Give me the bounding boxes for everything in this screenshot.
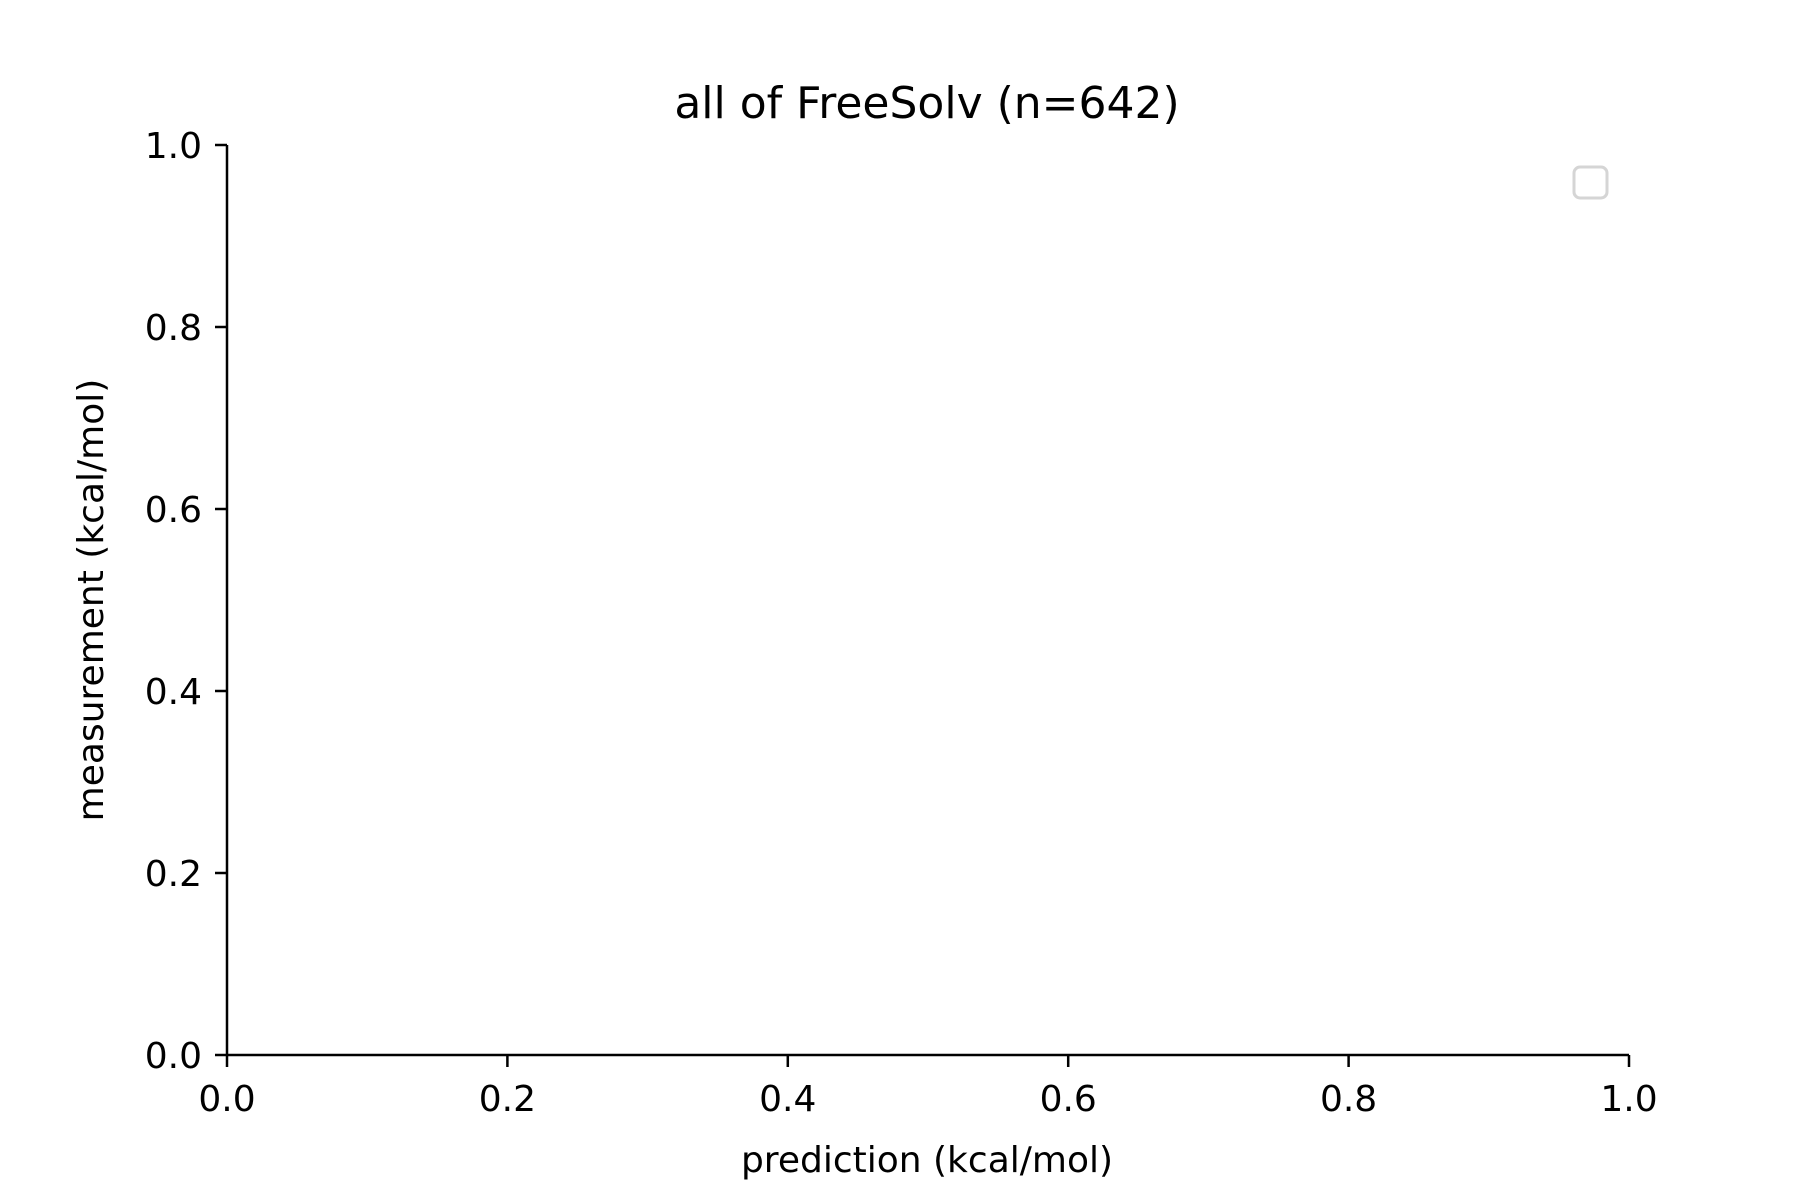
y-tick-label: 0.8	[145, 308, 202, 349]
y-tick-label: 0.0	[145, 1036, 202, 1077]
y-tick-label: 1.0	[145, 126, 202, 167]
y-tick-label: 0.6	[145, 490, 202, 531]
y-tick-label: 0.4	[145, 672, 202, 713]
x-tick-label: 0.6	[1040, 1079, 1097, 1120]
y-tick-label: 0.2	[145, 854, 202, 895]
x-tick-label: 0.8	[1320, 1079, 1377, 1120]
x-axis-label: prediction (kcal/mol)	[741, 1140, 1113, 1181]
x-tick-label: 0.2	[479, 1079, 536, 1120]
chart-title: all of FreeSolv (n=642)	[674, 78, 1179, 129]
x-tick-label: 0.4	[759, 1079, 816, 1120]
y-axis-label: measurement (kcal/mol)	[71, 379, 112, 822]
y-axis: 0.0 0.2 0.4 0.6 0.8 1.0	[145, 126, 229, 1077]
x-tick-label: 0.0	[198, 1079, 255, 1120]
x-tick-label: 1.0	[1600, 1079, 1657, 1120]
x-axis: 0.0 0.2 0.4 0.6 0.8 1.0	[198, 1053, 1658, 1120]
legend-box	[1572, 165, 1609, 200]
